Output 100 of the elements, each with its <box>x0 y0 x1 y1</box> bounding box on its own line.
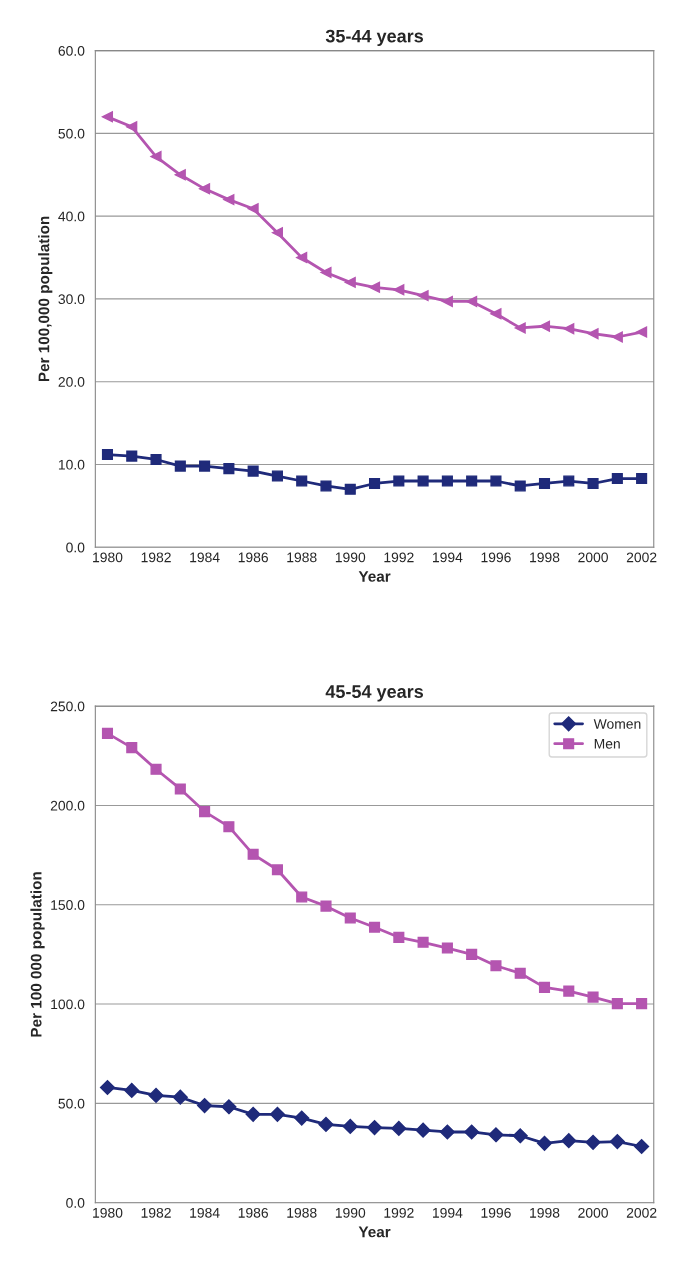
point <box>320 480 332 492</box>
point <box>368 477 381 490</box>
y-axis-title: Per 100,000 population <box>38 216 53 382</box>
point <box>561 1133 577 1149</box>
point <box>172 1089 188 1105</box>
point <box>441 942 453 954</box>
y-tick-label: 200.0 <box>50 800 85 811</box>
point <box>197 1097 213 1114</box>
point <box>417 475 429 487</box>
y-tick-label: 150.0 <box>51 900 85 910</box>
y-tick-label: 40.0 <box>58 211 85 222</box>
point <box>490 475 502 487</box>
x-tick-label: 2000 <box>578 552 608 563</box>
x-tick-label: 1998 <box>530 1207 560 1218</box>
point <box>101 727 114 739</box>
point <box>587 328 599 340</box>
chart-title: 35-44 years <box>325 29 424 47</box>
x-tick-label: 1980 <box>93 1207 123 1218</box>
x-axis-title: Year <box>358 571 391 582</box>
point <box>296 891 308 903</box>
x-tick-label: 1998 <box>530 552 560 563</box>
point <box>318 1116 334 1133</box>
x-tick-label: 1986 <box>238 1207 268 1218</box>
point <box>99 1079 116 1096</box>
point <box>563 475 575 487</box>
point <box>441 295 453 307</box>
point <box>368 921 381 933</box>
point <box>101 111 114 123</box>
y-tick-label: 0.0 <box>66 1198 85 1208</box>
x-tick-label: 1992 <box>384 552 414 563</box>
point <box>271 864 283 876</box>
point <box>271 227 283 239</box>
point <box>393 284 405 296</box>
point <box>150 151 162 163</box>
point <box>174 460 186 472</box>
point <box>393 931 405 943</box>
y-tick-label: 20.0 <box>58 377 85 387</box>
legend-label: Men <box>594 739 620 749</box>
point <box>439 1124 455 1140</box>
point <box>368 281 381 293</box>
x-tick-label: 1984 <box>190 1207 220 1218</box>
point <box>342 1118 358 1134</box>
point <box>587 477 599 490</box>
point <box>514 480 526 492</box>
y-tick-label: 50.0 <box>58 1098 85 1109</box>
y-tick-label: 100.0 <box>51 999 85 1010</box>
point <box>634 1138 650 1155</box>
point <box>223 463 235 475</box>
point <box>126 450 138 462</box>
point <box>611 472 623 485</box>
y-tick-label: 250.0 <box>50 701 85 712</box>
chart-title: 45-54 years <box>325 685 424 702</box>
point <box>636 326 648 338</box>
point <box>563 323 575 335</box>
point <box>221 1099 237 1115</box>
point <box>174 169 186 181</box>
point <box>344 276 356 288</box>
point <box>269 1106 286 1122</box>
x-tick-label: 1988 <box>287 1207 317 1218</box>
point <box>344 912 356 924</box>
point <box>126 742 138 754</box>
point <box>271 470 283 482</box>
point <box>245 1106 261 1122</box>
point <box>247 203 259 215</box>
point <box>296 475 308 487</box>
point <box>563 985 575 997</box>
point <box>464 1124 480 1140</box>
point <box>611 331 623 343</box>
point <box>126 121 138 133</box>
x-tick-label: 1992 <box>384 1207 414 1218</box>
point <box>611 998 623 1010</box>
point <box>466 295 478 307</box>
point <box>512 1128 528 1144</box>
y-tick-label: 0.0 <box>66 542 85 553</box>
y-tick-label: 30.0 <box>58 294 85 305</box>
x-tick-label: 1996 <box>481 1207 511 1218</box>
point <box>393 475 405 487</box>
point <box>148 1087 164 1104</box>
point <box>247 848 259 860</box>
point <box>223 821 235 833</box>
point <box>247 465 259 477</box>
x-tick-label: 1990 <box>335 552 366 563</box>
x-tick-label: 1990 <box>335 1207 366 1218</box>
x-tick-label: 2000 <box>578 1207 608 1218</box>
point <box>466 475 478 487</box>
point <box>466 948 478 960</box>
x-tick-label: 1994 <box>433 552 463 563</box>
point <box>417 936 429 948</box>
point <box>415 1122 431 1138</box>
point <box>585 1134 601 1150</box>
y-tick-label: 10.0 <box>58 459 85 470</box>
point <box>490 308 502 320</box>
point <box>101 448 114 461</box>
point <box>609 1133 625 1150</box>
point <box>344 483 356 495</box>
x-tick-label: 1984 <box>190 552 220 563</box>
x-tick-label: 1982 <box>141 552 171 563</box>
x-tick-label: 1980 <box>93 552 123 563</box>
point <box>538 320 551 332</box>
x-tick-label: 2002 <box>626 1207 657 1218</box>
